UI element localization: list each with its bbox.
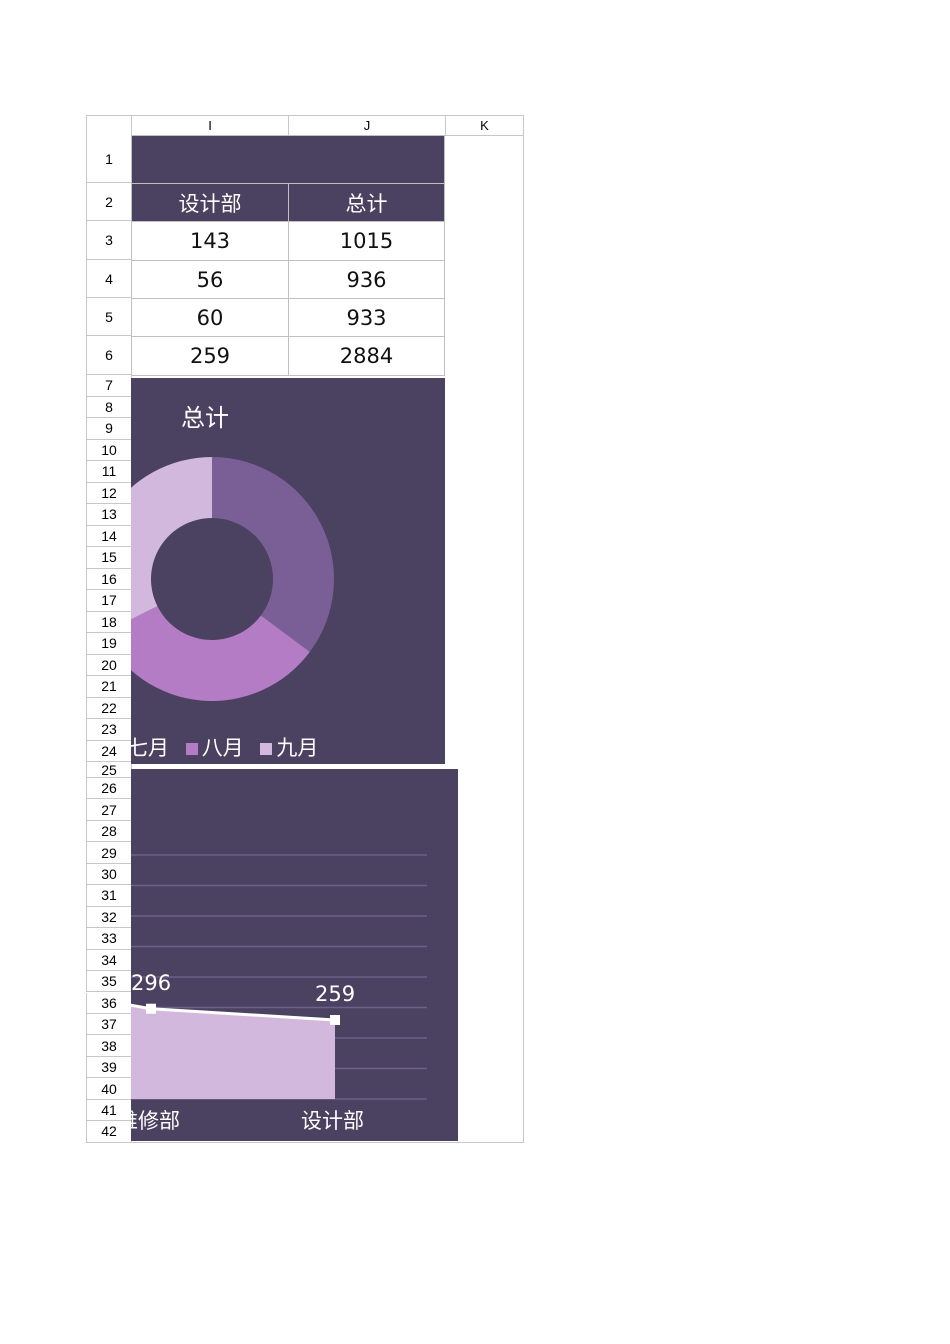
row-header[interactable]: 27: [86, 799, 132, 821]
row-header[interactable]: 33: [86, 928, 132, 950]
row-header[interactable]: 15: [86, 547, 132, 569]
row-header[interactable]: 38: [86, 1035, 132, 1057]
row-header[interactable]: 23: [86, 719, 132, 741]
row-header[interactable]: 14: [86, 525, 132, 547]
donut-slice-八月[interactable]: [131, 606, 310, 701]
row-header[interactable]: 29: [86, 842, 132, 864]
row-header[interactable]: 1: [86, 135, 132, 183]
data-label-1: 259: [315, 982, 356, 1006]
table-cell[interactable]: 2884: [288, 336, 445, 376]
area-chart[interactable]: 296 259 维修部 设计部: [131, 769, 458, 1141]
x-label-1: 设计部: [301, 1109, 364, 1133]
row-header[interactable]: 9: [86, 418, 132, 440]
donut-svg: [131, 457, 334, 701]
legend-label: 八月: [201, 736, 244, 760]
area-svg: [131, 854, 427, 1100]
row-header[interactable]: 16: [86, 568, 132, 590]
legend-label: 七月: [131, 736, 169, 760]
row-header[interactable]: 28: [86, 820, 132, 843]
row-header[interactable]: 4: [86, 260, 132, 298]
row-header[interactable]: 24: [86, 740, 132, 762]
row-header[interactable]: 11: [86, 461, 132, 483]
table-cell[interactable]: 143: [131, 221, 289, 261]
table-cell[interactable]: 933: [288, 298, 445, 337]
table-cell[interactable]: 259: [131, 336, 289, 376]
sheet-bottom-border: [86, 1142, 524, 1143]
table-cell[interactable]: 56: [131, 260, 289, 299]
row-header[interactable]: 2: [86, 183, 132, 221]
row-header[interactable]: 31: [86, 885, 132, 907]
row-header[interactable]: 36: [86, 992, 132, 1014]
row-header[interactable]: 5: [86, 298, 132, 336]
table-cell[interactable]: 936: [288, 260, 445, 299]
column-header-j[interactable]: J: [288, 115, 446, 136]
row-header[interactable]: 37: [86, 1013, 132, 1036]
row-header[interactable]: 34: [86, 949, 132, 972]
row-header[interactable]: 30: [86, 863, 132, 886]
row-header[interactable]: 19: [86, 633, 132, 655]
row-header[interactable]: 6: [86, 336, 132, 375]
header-design-dept[interactable]: 设计部: [131, 183, 289, 222]
row-header[interactable]: 17: [86, 590, 132, 612]
chart-legend: 七月 八月 九月: [131, 732, 318, 762]
row-header[interactable]: 26: [86, 778, 132, 800]
row-header[interactable]: 20: [86, 654, 132, 676]
row-header[interactable]: 35: [86, 971, 132, 993]
header-total[interactable]: 总计: [288, 183, 445, 222]
donut-chart[interactable]: 总计 七月 八月 九月: [131, 378, 445, 764]
donut-slice-九月[interactable]: [131, 457, 212, 633]
donut-slice-七月[interactable]: [212, 457, 334, 652]
title-cell[interactable]: [131, 135, 445, 184]
area-fill: [131, 1005, 335, 1099]
legend-item-july: 七月: [131, 736, 169, 760]
row-header[interactable]: 21: [86, 676, 132, 698]
table-cell[interactable]: 60: [131, 298, 289, 337]
row-header[interactable]: 25: [86, 762, 132, 778]
x-label-0: 维修部: [131, 1109, 180, 1133]
row-header[interactable]: 10: [86, 439, 132, 461]
row-header[interactable]: 18: [86, 611, 132, 633]
sheet-right-border: [523, 135, 524, 1143]
row-header[interactable]: 32: [86, 906, 132, 929]
row-header[interactable]: 40: [86, 1078, 132, 1100]
row-header[interactable]: 22: [86, 697, 132, 719]
legend-item-august: 八月: [185, 736, 244, 760]
chart-title: 总计: [181, 404, 229, 432]
column-header-i[interactable]: I: [131, 115, 289, 136]
corner-cell[interactable]: [86, 115, 132, 136]
legend-item-september: 九月: [260, 736, 318, 760]
row-header[interactable]: 39: [86, 1056, 132, 1079]
column-header-k[interactable]: K: [445, 115, 524, 136]
data-point-设计部[interactable]: [330, 1015, 340, 1026]
row-header[interactable]: 7: [86, 375, 132, 397]
row-header[interactable]: 8: [86, 396, 132, 418]
data-point-维修部[interactable]: [146, 1003, 156, 1014]
data-label-0: 296: [131, 971, 172, 995]
table-cell[interactable]: 1015: [288, 221, 445, 261]
row-header[interactable]: 3: [86, 221, 132, 260]
row-header[interactable]: 41: [86, 1099, 132, 1122]
row-header[interactable]: 12: [86, 482, 132, 504]
legend-swatch: [260, 743, 273, 755]
row-header[interactable]: 42: [86, 1121, 132, 1143]
row-header[interactable]: 13: [86, 504, 132, 526]
legend-swatch: [185, 743, 198, 755]
legend-label: 九月: [276, 736, 319, 760]
